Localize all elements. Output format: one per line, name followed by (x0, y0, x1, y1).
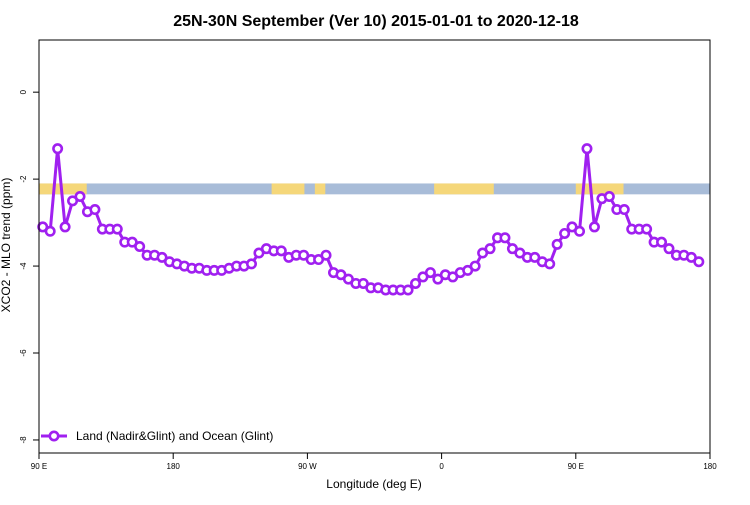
data-point (245, 258, 257, 270)
data-point (603, 191, 615, 203)
x-axis-label: Longitude (deg E) (326, 477, 421, 491)
data-point (111, 223, 123, 235)
x-tick-label: 90 E (31, 462, 47, 471)
legend-marker (48, 430, 60, 442)
y-tick-label: 0 (19, 89, 28, 94)
y-axis-label: XCO2 - MLO trend (ppm) (0, 178, 13, 313)
data-point (52, 143, 64, 155)
data-point (402, 284, 414, 296)
legend: Land (Nadir&Glint) and Ocean (Glint) (41, 429, 273, 443)
x-tick-label: 90 W (298, 462, 317, 471)
band-land (434, 183, 494, 195)
data-point (581, 143, 593, 155)
data-point (424, 267, 436, 279)
data-point (656, 236, 668, 248)
band-land (575, 183, 624, 195)
axes: 90 E 180 90 W 0 90 E 180 0 -2 -4 -6 -8 (19, 89, 717, 471)
data-point (410, 277, 422, 289)
chart-title: 25N-30N September (Ver 10) 2015-01-01 to… (173, 13, 579, 30)
data-point (574, 225, 586, 237)
data-point (499, 232, 511, 244)
data-point (544, 258, 556, 270)
data-point (44, 225, 56, 237)
plot-frame (38, 39, 711, 454)
x-tick-label: 0 (439, 462, 444, 471)
data-point (59, 221, 71, 233)
data-point (641, 223, 653, 235)
y-tick-label: -2 (19, 175, 28, 183)
data-point (693, 256, 705, 268)
data-point (469, 260, 481, 272)
data-point (663, 243, 675, 255)
data-point (89, 204, 101, 216)
data-point (74, 191, 86, 203)
data-point (484, 243, 496, 255)
series-line (41, 147, 700, 292)
y-tick-label: -8 (19, 436, 28, 444)
x-tick-label: 90 E (568, 462, 584, 471)
data-point (275, 245, 287, 257)
data-point (588, 221, 600, 233)
legend-label: Land (Nadir&Glint) and Ocean (Glint) (76, 429, 273, 443)
data-point (559, 227, 571, 239)
band-land (271, 183, 305, 195)
data-point (320, 249, 332, 261)
x-tick-label: 180 (167, 462, 181, 471)
y-tick-label: -4 (19, 262, 28, 270)
band-ocean (39, 183, 710, 195)
data-point (551, 238, 563, 250)
band-land (314, 183, 326, 195)
y-tick-label: -6 (19, 349, 28, 357)
data-point (618, 204, 630, 216)
x-tick-label: 180 (703, 462, 717, 471)
series (37, 143, 705, 296)
data-point (134, 241, 146, 253)
